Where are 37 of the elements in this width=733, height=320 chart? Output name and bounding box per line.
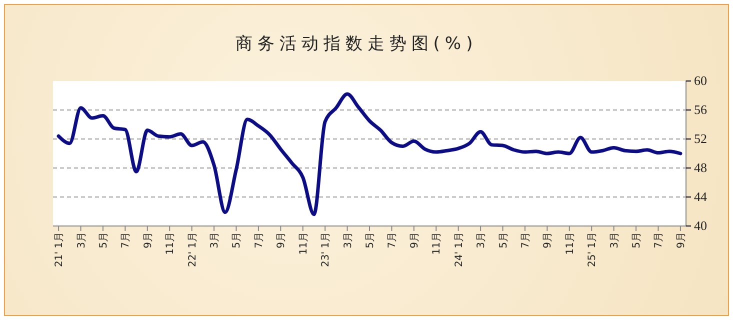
x-tick-label: 11月 xyxy=(165,232,176,255)
x-tick-label: 9月 xyxy=(142,232,154,248)
x-tick-label: 5月 xyxy=(498,232,510,248)
x-tick-label: 23' 1月 xyxy=(320,232,332,268)
x-tick-label: 9月 xyxy=(676,232,687,248)
y-tick-label: 60 xyxy=(694,73,707,88)
x-tick-label: 5月 xyxy=(365,232,376,248)
x-tick-label: 7月 xyxy=(387,232,398,248)
x-tick-label: 5月 xyxy=(232,232,243,248)
y-tick-label: 48 xyxy=(694,160,707,176)
y-tick-label: 52 xyxy=(694,131,707,146)
x-tick-label: 9月 xyxy=(542,232,554,248)
y-tick-label: 56 xyxy=(694,102,708,118)
x-tick-label: 21' 1月 xyxy=(54,232,66,268)
x-tick-label: 7月 xyxy=(520,232,532,248)
x-tick-label: 7月 xyxy=(254,232,265,248)
x-tick-label: 7月 xyxy=(654,232,665,248)
x-tick-label: 9月 xyxy=(276,232,288,248)
y-tick-label: 40 xyxy=(694,218,707,234)
x-tick-label: 3月 xyxy=(76,232,88,248)
x-tick-label: 9月 xyxy=(409,232,420,248)
x-tick-label: 5月 xyxy=(632,232,643,248)
x-tick-label: 11月 xyxy=(564,232,576,255)
x-tick-label: 3月 xyxy=(342,232,354,248)
x-tick-label: 7月 xyxy=(120,232,132,248)
x-tick-label: 3月 xyxy=(210,232,221,248)
x-tick-label: 11月 xyxy=(298,232,310,255)
x-tick-label: 25' 1月 xyxy=(587,232,598,268)
x-tick-label: 22' 1月 xyxy=(187,232,198,268)
x-tick-label: 5月 xyxy=(98,232,110,248)
x-tick-label: 3月 xyxy=(609,232,620,248)
chart-title: 商务活动指数走势图(%) xyxy=(235,34,478,54)
y-tick-label: 44 xyxy=(694,189,708,204)
x-tick-label: 24' 1月 xyxy=(454,232,465,268)
x-tick-label: 3月 xyxy=(476,232,488,248)
line-series xyxy=(56,92,682,216)
x-tick-label: 11月 xyxy=(432,232,443,255)
